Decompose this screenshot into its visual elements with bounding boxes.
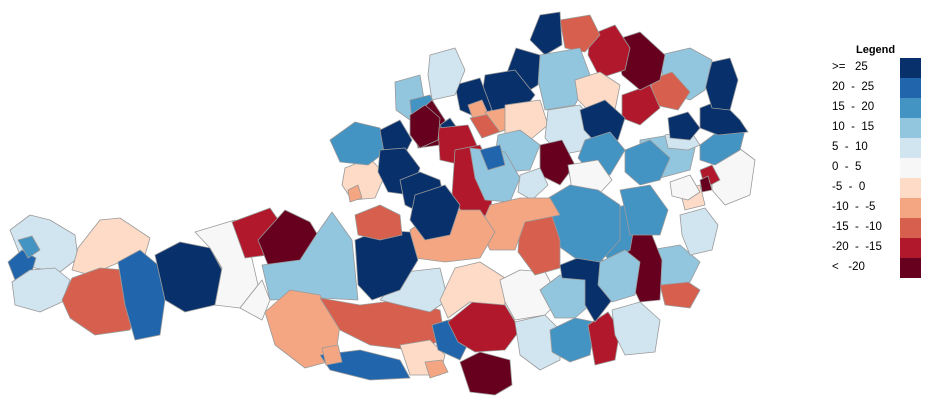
- map-region-r36[interactable]: [619, 184, 669, 236]
- legend-label: -10 - -5: [832, 201, 876, 213]
- legend-item: 0 - 5: [832, 158, 922, 178]
- legend-swatch: [900, 258, 921, 278]
- map-region-r54[interactable]: [559, 14, 601, 53]
- map-region-r81[interactable]: [624, 139, 671, 186]
- map-region-r03[interactable]: [17, 235, 41, 259]
- legend-label: 0 - 5: [832, 161, 862, 173]
- map-region-r55[interactable]: [529, 11, 563, 56]
- map-region-r69[interactable]: [504, 99, 549, 141]
- legend-item: -5 - 0: [832, 178, 922, 198]
- map-region-r22[interactable]: [459, 351, 513, 396]
- map-region-r93[interactable]: [409, 104, 441, 149]
- map-region-r96[interactable]: [409, 184, 461, 241]
- legend-item: 15 - 20: [832, 98, 922, 118]
- legend-label: 5 - 10: [832, 141, 868, 153]
- legend-label: -15 - -10: [832, 221, 882, 233]
- legend-item: < -20: [832, 258, 922, 278]
- map-regions: [7, 11, 756, 396]
- legend-item: 10 - 15: [832, 118, 922, 138]
- map-region-r42[interactable]: [669, 174, 701, 201]
- legend-swatch: [900, 138, 921, 158]
- legend-title: Legend: [856, 44, 896, 56]
- legend-swatch: [900, 238, 921, 258]
- map-region-r19[interactable]: [424, 359, 449, 379]
- legend-item: -15 - -10: [832, 218, 922, 238]
- legend-swatch: [900, 218, 921, 238]
- map-region-r26[interactable]: [514, 314, 561, 371]
- legend-label: 15 - 20: [832, 101, 875, 113]
- map-region-r75[interactable]: [517, 167, 549, 201]
- legend-item: -10 - -5: [832, 198, 922, 218]
- legend-swatch: [900, 198, 921, 218]
- legend-item: >= 25: [832, 58, 922, 78]
- map-region-r29[interactable]: [611, 301, 661, 356]
- legend-item: 5 - 10: [832, 138, 922, 158]
- legend-swatch: [900, 58, 921, 78]
- map-region-r61[interactable]: [427, 47, 466, 101]
- legend-label: < -20: [832, 261, 865, 273]
- legend-swatch: [900, 158, 921, 178]
- legend-item: -20 - -15: [832, 238, 922, 258]
- legend-label: 10 - 15: [832, 121, 875, 133]
- legend-swatch: [900, 178, 921, 198]
- map-region-r14[interactable]: [264, 289, 341, 369]
- map-region-r41[interactable]: [699, 175, 713, 193]
- map-region-r17[interactable]: [321, 344, 343, 366]
- map-region-r16[interactable]: [319, 349, 411, 381]
- legend-label: >= 25: [832, 61, 868, 73]
- legend-label: 20 - 25: [832, 81, 875, 93]
- map-region-r97[interactable]: [597, 249, 641, 303]
- map-region-r78[interactable]: [579, 99, 626, 146]
- map-region-r53[interactable]: [587, 24, 631, 79]
- map-region-r47[interactable]: [667, 111, 701, 141]
- map-region-r89[interactable]: [347, 184, 363, 203]
- map-region-r87[interactable]: [354, 204, 403, 241]
- legend-label: -5 - 0: [832, 181, 866, 193]
- map-region-r77[interactable]: [479, 144, 506, 171]
- legend-swatch: [900, 98, 921, 118]
- legend-item: 20 - 25: [832, 78, 922, 98]
- map-region-r07[interactable]: [117, 249, 166, 341]
- map-region-r28[interactable]: [587, 311, 621, 366]
- legend-swatch: [900, 118, 921, 138]
- map-region-r13[interactable]: [239, 279, 271, 321]
- legend-label: -20 - -15: [832, 241, 882, 253]
- legend-swatch: [900, 78, 921, 98]
- map-region-r37[interactable]: [679, 207, 719, 256]
